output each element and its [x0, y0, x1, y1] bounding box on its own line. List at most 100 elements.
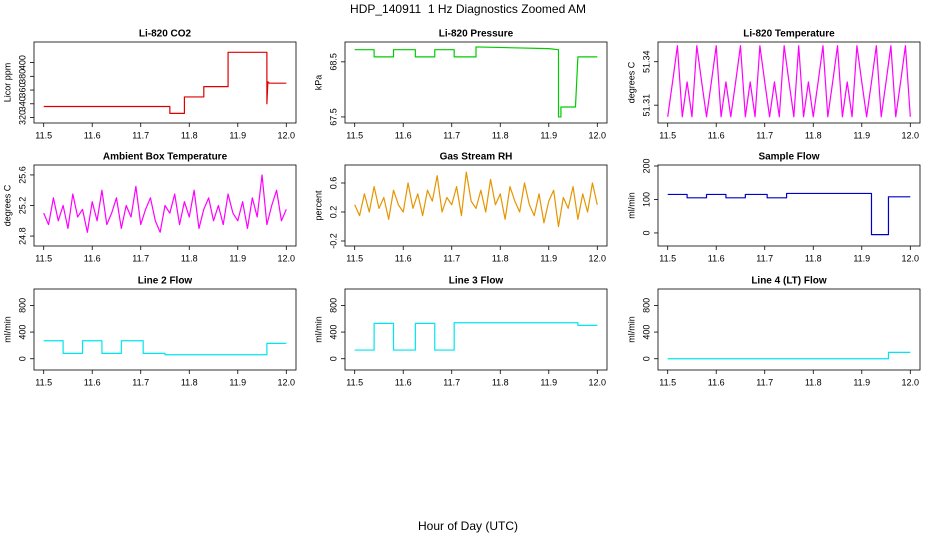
x-tick-label: 11.7	[443, 130, 460, 140]
y-tick-label: 0	[641, 356, 651, 361]
x-tick-label: 11.9	[853, 377, 870, 387]
x-tick-label: 11.8	[181, 253, 198, 263]
x-tick-label: 11.5	[659, 377, 676, 387]
x-tick-label: 11.6	[84, 130, 101, 140]
y-tick-label: 24.8	[17, 227, 27, 245]
y-axis-label: ml/min	[2, 316, 12, 343]
panel-title: Line 3 Flow	[449, 276, 504, 287]
y-tick-label: 0.6	[328, 177, 338, 190]
x-tick-label: 11.6	[395, 377, 412, 387]
x-tick-label: 11.5	[659, 130, 676, 140]
x-tick-label: 11.5	[35, 377, 52, 387]
x-tick-label: 11.6	[708, 377, 725, 387]
plot-frame	[657, 164, 921, 247]
y-tick-label: 800	[328, 298, 338, 313]
data-line	[43, 51, 287, 114]
plot-frame	[657, 288, 921, 371]
y-tick-label: -0.2	[328, 233, 338, 249]
x-axis-label: Hour of Day (UTC)	[418, 519, 518, 533]
plot-frame	[33, 41, 297, 124]
y-axis-label: degrees C	[626, 61, 636, 103]
plot-frame	[657, 41, 921, 124]
x-tick-label: 11.8	[492, 253, 509, 263]
data-line	[354, 322, 598, 351]
x-tick-label: 11.8	[805, 130, 822, 140]
data-line	[667, 192, 911, 236]
y-axis-label: Licor ppm	[2, 63, 12, 103]
x-tick-label: 11.8	[805, 377, 822, 387]
panel-title: Ambient Box Temperature	[103, 152, 228, 163]
y-tick-label: 0.2	[328, 206, 338, 219]
y-axis-label: percent	[313, 190, 323, 221]
x-tick-label: 11.9	[853, 253, 870, 263]
x-tick-label: 12.0	[589, 253, 607, 263]
x-tick-label: 11.9	[229, 130, 246, 140]
x-tick-label: 11.8	[805, 253, 822, 263]
y-tick-label: 25.2	[17, 197, 27, 215]
x-tick-label: 11.7	[756, 130, 773, 140]
y-tick-label: 400	[17, 55, 27, 70]
x-tick-label: 11.8	[492, 130, 509, 140]
data-line	[354, 46, 598, 118]
y-axis-label: kPa	[313, 75, 323, 91]
plot-frame	[344, 288, 608, 371]
data-line	[354, 171, 598, 228]
y-axis-label: degrees C	[2, 184, 12, 226]
y-axis-label: ml/min	[626, 316, 636, 343]
x-tick-label: 11.7	[756, 253, 773, 263]
panel-title: Line 2 Flow	[138, 276, 193, 287]
x-tick-label: 11.9	[540, 253, 557, 263]
x-tick-label: 11.9	[229, 253, 246, 263]
data-line	[667, 45, 911, 118]
page-title: HDP_140911 1 Hz Diagnostics Zoomed AM	[350, 2, 586, 16]
y-tick-label: 400	[328, 325, 338, 340]
panel-title: Li-820 Pressure	[439, 29, 514, 40]
x-tick-label: 11.9	[540, 130, 557, 140]
y-tick-label: 51.31	[641, 94, 651, 117]
x-tick-label: 11.5	[35, 253, 52, 263]
y-tick-label: 0	[328, 356, 338, 361]
y-axis-label: ml/min	[626, 192, 636, 219]
panel-title: Li-820 Temperature	[743, 29, 835, 40]
x-tick-label: 11.8	[181, 130, 198, 140]
x-tick-label: 11.7	[132, 377, 149, 387]
panel-title: Sample Flow	[758, 152, 819, 163]
y-tick-label: 100	[641, 192, 651, 207]
x-tick-label: 11.6	[84, 253, 101, 263]
y-tick-label: 0	[17, 356, 27, 361]
x-tick-label: 11.7	[132, 130, 149, 140]
x-tick-label: 11.6	[708, 253, 725, 263]
x-tick-label: 11.5	[346, 253, 363, 263]
x-tick-label: 11.5	[35, 130, 52, 140]
plot-frame	[33, 164, 297, 247]
y-tick-label: 800	[641, 298, 651, 313]
x-tick-label: 11.5	[346, 130, 363, 140]
y-tick-label: 0	[641, 230, 651, 235]
y-axis-label: ml/min	[313, 316, 323, 343]
plot-frame	[344, 164, 608, 247]
y-tick-label: 340	[17, 96, 27, 111]
x-tick-label: 11.8	[492, 377, 509, 387]
x-tick-label: 12.0	[902, 377, 920, 387]
y-tick-label: 68.5	[328, 53, 338, 71]
x-tick-label: 11.9	[229, 377, 246, 387]
x-tick-label: 12.0	[589, 377, 607, 387]
y-tick-label: 200	[641, 158, 651, 173]
y-tick-label: 67.5	[328, 108, 338, 126]
x-tick-label: 11.6	[708, 130, 725, 140]
panel-title: Gas Stream RH	[440, 152, 513, 163]
x-tick-label: 11.7	[443, 377, 460, 387]
data-line	[43, 340, 287, 356]
panel-title: Line 4 (LT) Flow	[751, 276, 827, 287]
plot-frame	[344, 41, 608, 124]
x-tick-label: 12.0	[902, 253, 920, 263]
y-tick-label: 25.6	[17, 166, 27, 184]
x-tick-label: 11.6	[395, 130, 412, 140]
x-tick-label: 11.8	[181, 377, 198, 387]
y-tick-label: 51.34	[641, 50, 651, 73]
x-tick-label: 11.5	[346, 377, 363, 387]
panel-title: Li-820 CO2	[139, 29, 192, 40]
x-tick-label: 11.7	[132, 253, 149, 263]
x-tick-label: 11.7	[443, 253, 460, 263]
